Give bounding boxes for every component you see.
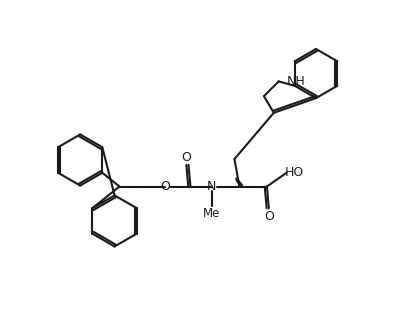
- Text: HO: HO: [285, 166, 304, 179]
- Text: N: N: [207, 180, 217, 193]
- Text: O: O: [182, 150, 191, 164]
- Text: O: O: [160, 180, 170, 193]
- Text: NH: NH: [287, 75, 306, 88]
- Text: Me: Me: [203, 207, 221, 220]
- Text: O: O: [264, 210, 274, 222]
